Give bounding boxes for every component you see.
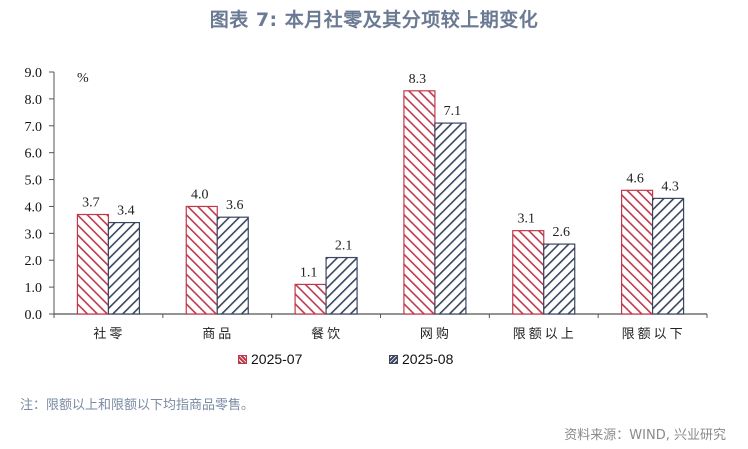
bar-2025-07-商品 [185, 205, 218, 315]
data-label: 3.4 [117, 204, 135, 219]
legend-label: 2025-07 [251, 351, 303, 367]
y-tick-label: 3.0 [25, 227, 43, 242]
data-label: 4.0 [191, 187, 209, 202]
bar-2025-08-餐饮 [325, 256, 358, 315]
data-label: 3.1 [518, 212, 536, 227]
unit-label: % [77, 71, 89, 86]
data-label: 4.6 [626, 171, 644, 186]
y-tick-label: 4.0 [25, 200, 43, 215]
y-tick-label: 9.0 [25, 66, 43, 81]
y-axis: 0.0 1.0 2.0 3.0 4.0 5.0 6.0 7.0 8.0 9.0 [25, 66, 55, 323]
bar-2025-07-限额以下 [620, 189, 654, 315]
x-tick-label: 餐饮 [311, 326, 343, 342]
chart-note: 注：限额以上和限额以下均指商品零售。 [20, 398, 255, 413]
data-label: 2.6 [553, 225, 571, 240]
legend-swatch-blue [389, 354, 398, 364]
bar-2025-08-商品 [216, 216, 249, 315]
x-tick-label: 商品 [202, 327, 234, 342]
data-label: 3.6 [226, 198, 244, 213]
legend-item-2025-07: 2025-07 [238, 351, 302, 367]
bar-2025-08-限额以下 [651, 197, 685, 315]
y-tick-label: 8.0 [25, 93, 43, 108]
data-label: 3.7 [82, 196, 100, 211]
y-tick-label: 5.0 [25, 174, 43, 189]
x-axis: 社零 商品 餐饮 网购 限额以上 限额以下 [53, 313, 708, 342]
x-tick-label: 限额以上 [513, 327, 577, 342]
y-tick-label: 6.0 [25, 147, 43, 162]
bars: 3.7 4.0 1.1 8.3 3.1 4.6 3.4 3.6 2.1 7.1 2.6 4.3 [76, 72, 685, 315]
bar-2025-07-社零 [76, 213, 110, 315]
data-label: 4.3 [661, 179, 679, 194]
bar-2025-08-限额以上 [543, 243, 576, 315]
data-label: 2.1 [335, 239, 353, 254]
y-tick-label: 1.0 [25, 281, 43, 296]
bar-2025-08-社零 [107, 221, 141, 315]
y-tick-label: 0.0 [25, 308, 43, 323]
x-tick-label: 社零 [93, 326, 125, 342]
data-label: 8.3 [409, 72, 427, 87]
data-label: 1.1 [300, 265, 318, 280]
bar-chart: 0.0 1.0 2.0 3.0 4.0 5.0 6.0 7.0 8.0 9.0 社零 商品 餐饮 网购 限… [25, 66, 708, 342]
data-label: 7.1 [444, 104, 462, 119]
legend-label: 2025-08 [402, 351, 454, 367]
y-tick-label: 7.0 [25, 120, 43, 135]
legend-item-2025-08: 2025-08 [389, 351, 453, 367]
bar-2025-07-限额以上 [512, 230, 545, 315]
x-tick-label: 限额以下 [622, 327, 686, 342]
bar-2025-08-网购 [434, 122, 467, 315]
data-source: 资料来源：WIND, 兴业研究 [564, 428, 726, 443]
bar-2025-07-餐饮 [294, 283, 327, 315]
legend-swatch-red [238, 354, 247, 364]
chart-title: 图表 7: 本月社零及其分项较上期变化 [209, 9, 539, 31]
bar-2025-07-网购 [403, 90, 436, 315]
y-tick-label: 2.0 [25, 254, 43, 269]
x-tick-label: 网购 [420, 326, 452, 342]
